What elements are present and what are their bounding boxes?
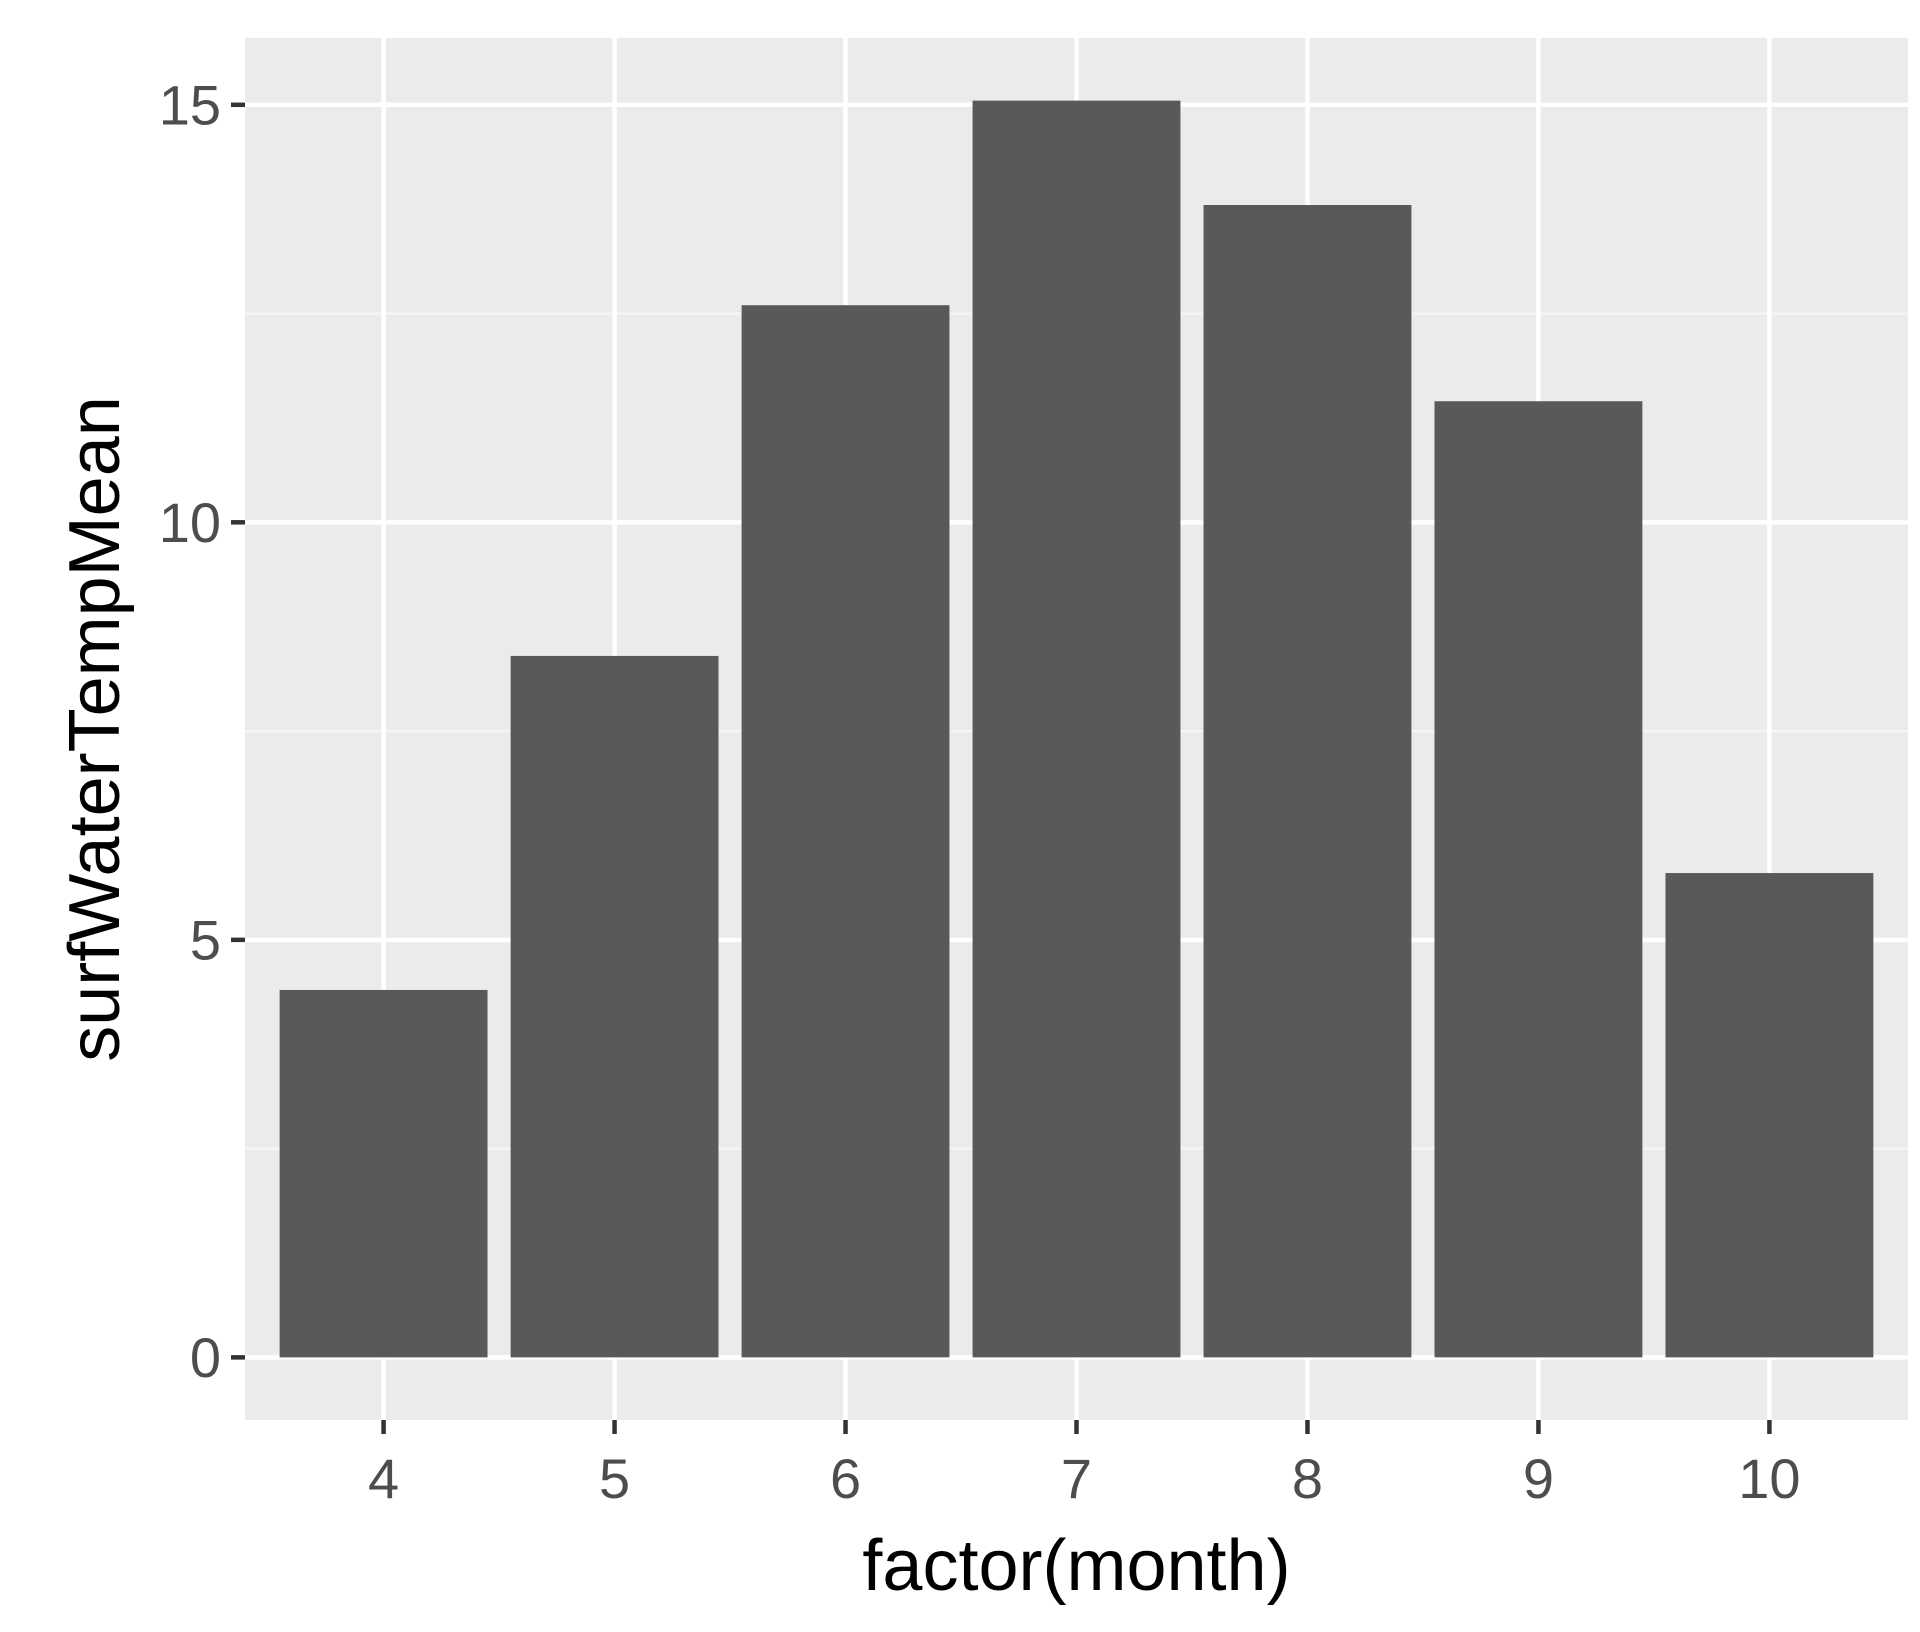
bar-5: [510, 655, 719, 1358]
y-tick-label: 0: [190, 1326, 221, 1389]
x-axis-title: factor(month): [862, 1526, 1290, 1606]
y-tick-label: 15: [159, 73, 221, 136]
bar-7: [972, 100, 1181, 1358]
y-tick-label: 5: [190, 908, 221, 971]
bar-10: [1665, 873, 1874, 1358]
x-axis: 4 5 6 7 8 9 10: [368, 1420, 1801, 1510]
y-axis-title: surfWaterTempMean: [55, 396, 135, 1062]
bar-4: [279, 989, 488, 1358]
x-tick-label: 4: [368, 1447, 399, 1510]
bars: [279, 100, 1874, 1358]
bar-6: [741, 305, 950, 1358]
x-tick-label: 10: [1738, 1447, 1800, 1510]
x-tick-label: 5: [599, 1447, 630, 1510]
x-tick-label: 8: [1292, 1447, 1323, 1510]
bar-9: [1434, 401, 1643, 1358]
x-tick-label: 6: [830, 1447, 861, 1510]
x-tick-label: 7: [1061, 1447, 1092, 1510]
bar-8: [1203, 205, 1412, 1358]
y-tick-label: 10: [159, 491, 221, 554]
x-tick-label: 9: [1523, 1447, 1554, 1510]
y-axis: 0 5 10 15: [159, 73, 245, 1389]
